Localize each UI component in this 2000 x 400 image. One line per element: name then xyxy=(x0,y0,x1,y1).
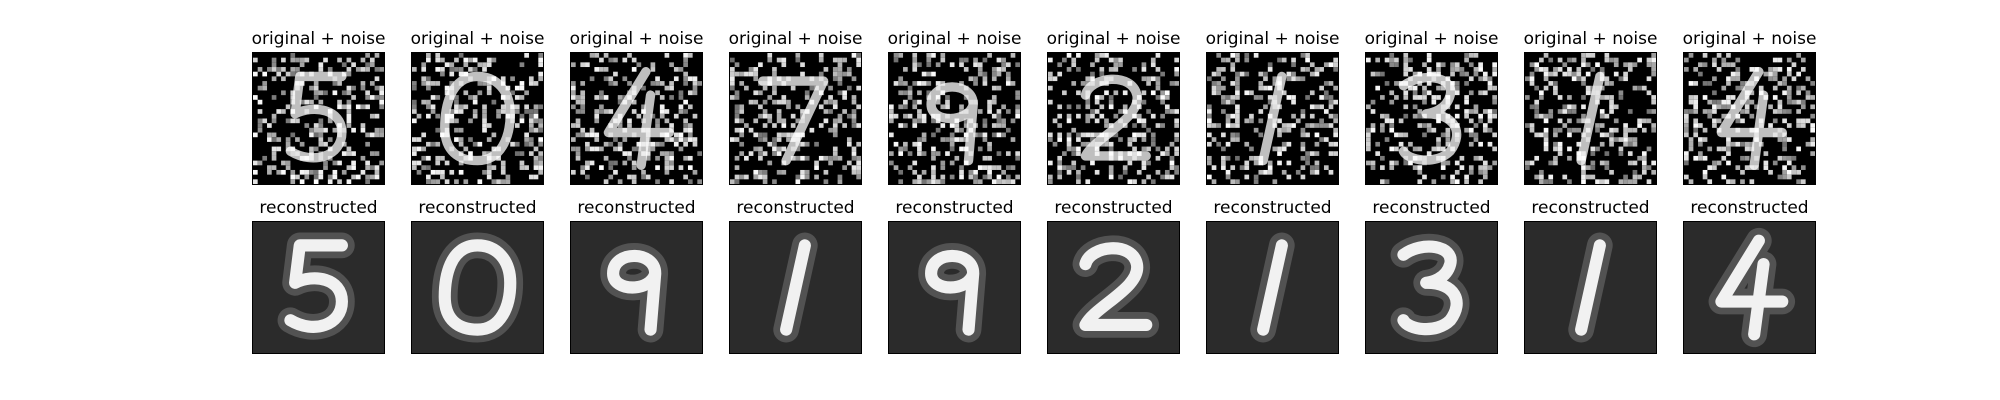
reconstructed-digit-image xyxy=(1206,221,1339,354)
digit-stroke xyxy=(1080,74,1151,161)
reconstructed-digit-image xyxy=(1683,221,1816,354)
digit-stroke xyxy=(1079,242,1153,332)
noisy-digit-image xyxy=(888,52,1021,185)
digit-stroke xyxy=(1716,67,1787,170)
panel-title: reconstructed xyxy=(418,198,537,218)
panel-title: original + noise xyxy=(1205,29,1340,49)
noisy-digit-image xyxy=(1047,52,1180,185)
digit-stroke xyxy=(603,67,674,170)
digit-stroke xyxy=(780,239,811,336)
noisy-digit-image xyxy=(1365,52,1498,185)
panel-title: original + noise xyxy=(1046,29,1181,49)
digit-stroke xyxy=(1576,71,1605,166)
panel-title: original + noise xyxy=(887,29,1022,49)
panel-title: original + noise xyxy=(251,29,386,49)
panel-title: reconstructed xyxy=(1531,198,1650,218)
noise-pixels xyxy=(730,53,861,184)
reconstructed-digit-image xyxy=(1047,221,1180,354)
reconstructed-digit-image xyxy=(1524,221,1657,354)
noisy-digit-image xyxy=(1524,52,1657,185)
digit-stroke xyxy=(284,239,348,333)
reconstructed-digit-image xyxy=(570,221,703,354)
digit-stroke xyxy=(1257,239,1288,336)
panel-title: original + noise xyxy=(1364,29,1499,49)
digit-stroke xyxy=(1575,239,1606,336)
digit-stroke xyxy=(440,71,515,166)
noise-pixels xyxy=(1048,53,1179,184)
panel-title: original + noise xyxy=(569,29,704,49)
panel-title: original + noise xyxy=(1523,29,1658,49)
reconstructed-digit-image xyxy=(729,221,862,354)
reconstructed-digit-image xyxy=(1365,221,1498,354)
noisy-digit-image xyxy=(411,52,544,185)
digit-stroke xyxy=(1258,71,1287,166)
panel-title: reconstructed xyxy=(1372,198,1491,218)
digit-stroke xyxy=(607,249,662,336)
panel-title: reconstructed xyxy=(736,198,855,218)
noisy-digit-image xyxy=(252,52,385,185)
reconstructed-digit-image xyxy=(411,221,544,354)
noisy-digit-image xyxy=(1683,52,1816,185)
panel-title: reconstructed xyxy=(1690,198,1809,218)
reconstructed-digit-image xyxy=(252,221,385,354)
digit-stroke xyxy=(925,249,980,336)
panel-title: original + noise xyxy=(410,29,545,49)
digit-stroke xyxy=(758,76,829,166)
noise-pixels xyxy=(1525,53,1656,184)
noisy-digit-image xyxy=(729,52,862,185)
panel-title: reconstructed xyxy=(1213,198,1332,218)
panel-title: reconstructed xyxy=(1054,198,1173,218)
digit-stroke xyxy=(1398,73,1462,165)
panel-title: reconstructed xyxy=(259,198,378,218)
digit-stroke xyxy=(1715,234,1789,341)
panel-title: reconstructed xyxy=(577,198,696,218)
digit-stroke xyxy=(926,82,978,166)
noisy-digit-image xyxy=(570,52,703,185)
noisy-digit-image xyxy=(1206,52,1339,185)
panel-title: original + noise xyxy=(728,29,863,49)
panel-title: reconstructed xyxy=(895,198,1014,218)
reconstructed-digit-image xyxy=(888,221,1021,354)
digit-stroke xyxy=(438,239,517,336)
digit-stroke xyxy=(285,71,347,163)
digit-stroke xyxy=(1397,240,1463,336)
panel-title: original + noise xyxy=(1682,29,1817,49)
